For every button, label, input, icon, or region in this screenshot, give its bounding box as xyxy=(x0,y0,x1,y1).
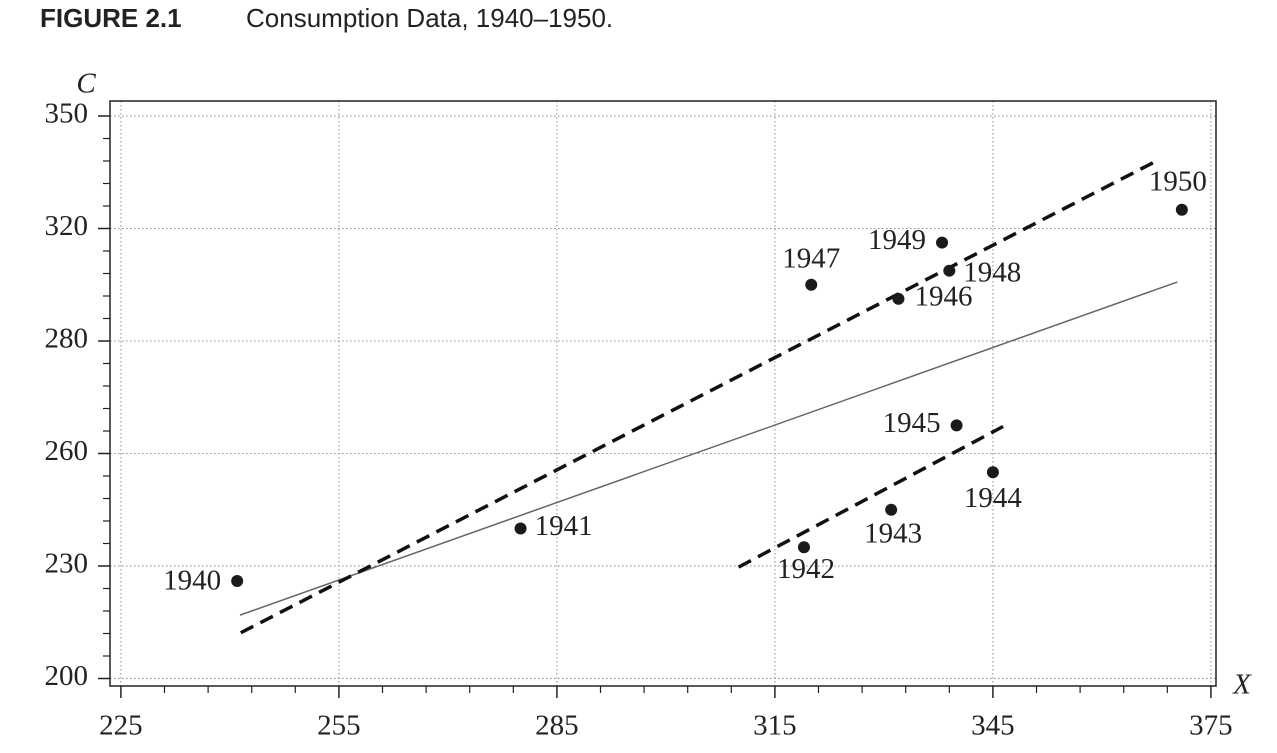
y-axis-label: C xyxy=(76,68,96,100)
point xyxy=(885,503,898,516)
point-label: 1940 xyxy=(163,565,221,597)
point xyxy=(1175,203,1188,216)
y-tick-label: 320 xyxy=(45,210,89,242)
point xyxy=(514,522,527,535)
point-label: 1945 xyxy=(883,407,941,439)
x-axis-label: X xyxy=(1232,669,1252,701)
point-label: 1950 xyxy=(1149,165,1207,197)
point-label: 1943 xyxy=(864,517,922,549)
point-label: 1949 xyxy=(868,224,926,256)
point-label: 1947 xyxy=(782,242,840,274)
y-tick-label: 280 xyxy=(45,323,89,355)
point xyxy=(943,264,956,277)
point-label: 1942 xyxy=(777,553,835,585)
point xyxy=(936,236,949,249)
point xyxy=(231,575,244,587)
figure-number: FIGURE 2.1 xyxy=(40,3,182,33)
x-tick-label: 225 xyxy=(99,710,143,742)
point-label: 1941 xyxy=(535,510,593,542)
y-tick-label: 200 xyxy=(45,660,89,692)
x-tick-label: 375 xyxy=(1189,710,1233,742)
x-tick-label: 255 xyxy=(317,710,361,742)
plot-frame xyxy=(109,100,1217,687)
fit-line xyxy=(239,281,1178,616)
point xyxy=(986,466,999,479)
chart-title: Consumption Data, 1940–1950. xyxy=(246,3,613,33)
x-tick-label: 285 xyxy=(535,710,579,742)
y-tick-label: 230 xyxy=(45,548,89,580)
y-tick-label: 260 xyxy=(45,435,89,467)
x-tick-label: 345 xyxy=(971,710,1015,742)
y-tick-label: 350 xyxy=(45,98,89,130)
x-tick-label: 315 xyxy=(753,710,797,742)
dashed-line xyxy=(737,424,1004,569)
point xyxy=(797,541,810,554)
dashed-line xyxy=(240,159,1158,635)
point-label: 1946 xyxy=(914,280,972,312)
point-label: 1948 xyxy=(963,256,1021,288)
point xyxy=(805,278,818,291)
point-label: 1944 xyxy=(964,482,1023,514)
point xyxy=(950,419,963,432)
point xyxy=(892,292,905,305)
